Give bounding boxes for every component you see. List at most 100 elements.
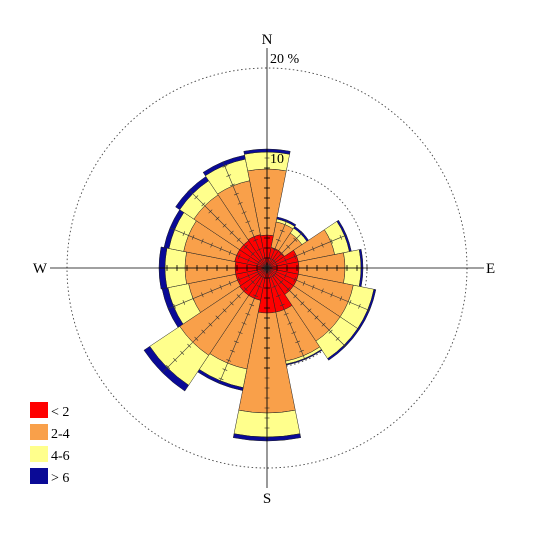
spoke-tick (237, 331, 243, 334)
spoke-tick (230, 349, 235, 353)
legend-label-2-4: 2-4 (51, 427, 70, 442)
spoke-nw (189, 190, 268, 269)
ring-label-20: 20 % (270, 52, 300, 67)
sectors (143, 148, 377, 442)
spoke-tick (286, 244, 291, 249)
spoke-tick (229, 230, 234, 235)
east-label: E (486, 261, 495, 277)
spoke-tick (245, 220, 251, 224)
spoke-tick (191, 296, 195, 302)
spoke-ene (266, 234, 347, 269)
spoke-tick (201, 292, 204, 298)
legend-swatch-lt2 (30, 402, 48, 418)
spoke-tick (245, 312, 251, 316)
spoke-sse (266, 267, 306, 360)
spoke-tick (348, 300, 352, 305)
spoke-ssw (218, 267, 268, 384)
spoke-tick (210, 242, 213, 248)
spoke-tick (300, 301, 305, 306)
spoke-tick (249, 303, 255, 307)
spoke-tick (222, 368, 228, 371)
spoke-tick (284, 257, 287, 263)
spoke-tick (173, 357, 178, 362)
spoke-tick (237, 202, 243, 205)
spoke-tick (249, 229, 255, 233)
spoke-tick (182, 300, 186, 305)
spoke-tick (321, 322, 326, 327)
legend: < 2 2-4 4-6 > 6 (30, 402, 70, 486)
spoke-tick (218, 377, 224, 381)
spoke-ese (266, 267, 370, 311)
spoke-tick (208, 322, 213, 327)
spoke-tick (201, 329, 206, 334)
spoke-tick (339, 296, 343, 302)
north-label: N (262, 32, 273, 48)
spoke-tick (238, 277, 241, 282)
spoke-sw (162, 267, 268, 373)
spoke-tick (256, 248, 262, 251)
legend-swatch-2-4 (30, 424, 48, 440)
west-label: W (33, 261, 48, 277)
spoke-tick (300, 230, 305, 235)
spoke-tick (253, 239, 258, 242)
spoke-tick (182, 231, 186, 236)
spoke-tick (191, 234, 195, 240)
spoke-tick (253, 294, 258, 297)
spoke-tick (314, 315, 319, 320)
spoke-tick (272, 248, 278, 251)
spoke-tick (342, 343, 347, 348)
spoke-tick (279, 229, 285, 233)
spoke-nnw (222, 161, 268, 269)
spoke-tick (187, 188, 192, 193)
spoke-tick (226, 174, 232, 177)
spoke-tick (233, 192, 239, 196)
spoke-tick (219, 246, 223, 252)
spoke-tick (307, 308, 312, 313)
spoke-tick (250, 280, 255, 285)
spoke-tick (291, 331, 297, 334)
spoke-tick (222, 308, 227, 313)
spoke-tick (241, 211, 247, 214)
legend-label-gt6: > 6 (51, 471, 69, 486)
spoke-tick (293, 237, 298, 242)
spoke-tick (276, 294, 281, 297)
spoke-tick (238, 254, 241, 259)
spoke-tick (194, 195, 199, 200)
spoke-tick (330, 292, 333, 298)
spoke-tick (293, 294, 298, 299)
spoke-wnw (169, 227, 268, 269)
spoke-tick (230, 183, 235, 187)
spoke-tick (201, 238, 204, 244)
spoke-tick (228, 250, 232, 256)
spoke-tick (335, 336, 340, 341)
axes (50, 48, 484, 488)
legend-swatch-gt6 (30, 468, 48, 484)
spoke-tick (321, 288, 324, 294)
spoke-tick (330, 238, 333, 244)
spoke-tick (166, 365, 170, 369)
spoke-tick (328, 329, 333, 334)
spoke-tick (279, 251, 284, 256)
spoke-tick (339, 234, 343, 240)
spoke-tick (272, 285, 278, 288)
sector-se-class-3 (327, 328, 360, 361)
ring-label-10: 10 (270, 152, 284, 167)
spoke-tick (243, 287, 248, 292)
spoke-tick (233, 340, 239, 344)
spoke-tick (279, 280, 284, 285)
spoke-tick (229, 301, 234, 306)
spoke-wsw (168, 267, 268, 310)
spoke-tick (173, 303, 176, 309)
spoke-tick (283, 312, 289, 316)
spoke-tick (201, 202, 206, 207)
spoke-tick (293, 254, 296, 259)
spoke-tick (256, 285, 262, 288)
spoke-tick (293, 277, 296, 282)
spoke-tick (241, 322, 247, 325)
spoke-ne (266, 232, 303, 269)
spoke-tick (284, 273, 287, 279)
legend-label-4-6: 4-6 (51, 449, 70, 464)
spoke-tick (187, 343, 192, 348)
spoke-tick (358, 303, 361, 309)
spoke-tick (302, 250, 306, 256)
